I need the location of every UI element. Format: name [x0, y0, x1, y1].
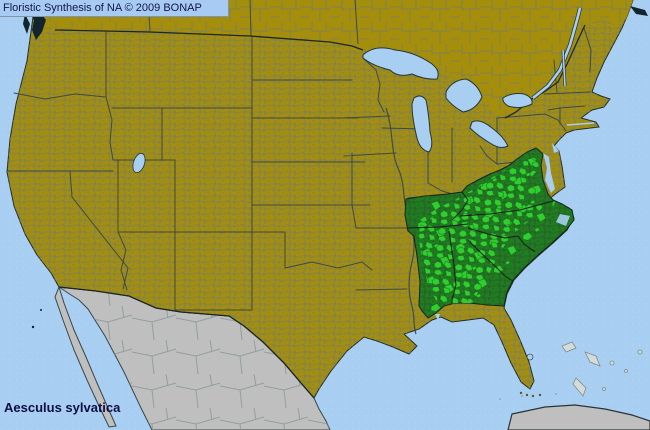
lake-okeechobee — [526, 353, 534, 361]
baja-island-dot — [31, 325, 35, 329]
lake-ontario — [502, 93, 533, 109]
canada-divisions-overlay — [7, 0, 633, 118]
lake-huron — [445, 78, 483, 113]
nova-scotia — [630, 6, 648, 16]
small-keys — [499, 393, 557, 400]
caribbean-islands — [499, 341, 650, 430]
lake-champlain — [562, 49, 566, 87]
pamlico-sound — [556, 214, 570, 226]
mexico-region — [54, 285, 331, 430]
map-title: Floristic Synthesis of NA © 2009 BONAP — [3, 2, 202, 14]
southeast-state-borders — [407, 191, 554, 307]
mexico-states-overlay — [59, 287, 330, 430]
great-salt-lake — [132, 152, 146, 174]
baja-island-dot2 — [40, 309, 42, 311]
mississippi-river — [385, 107, 417, 335]
us-mexico-border — [58, 286, 315, 399]
mobile-bay — [435, 314, 440, 321]
cuba — [507, 404, 650, 430]
puget-sound — [30, 12, 46, 40]
coastal-details — [23, 6, 648, 329]
rivers — [531, 7, 595, 126]
map-title-bar: Floristic Synthesis of NA © 2009 BONAP — [0, 0, 229, 17]
lake-superior — [362, 47, 439, 80]
vancouver-island — [23, 14, 30, 34]
long-island-sound — [566, 122, 595, 126]
chesapeake-bay — [543, 153, 555, 193]
water-features — [132, 47, 570, 361]
bahamas — [561, 341, 643, 397]
lake-erie — [469, 120, 509, 148]
delaware-bay — [552, 143, 559, 153]
lake-michigan — [411, 95, 433, 153]
st-lawrence-river — [532, 7, 582, 100]
florida-keys — [519, 391, 542, 398]
us-canada-border — [54, 24, 586, 119]
species-name-label: Aesculus sylvatica — [4, 400, 121, 415]
baja-peninsula — [54, 285, 117, 428]
